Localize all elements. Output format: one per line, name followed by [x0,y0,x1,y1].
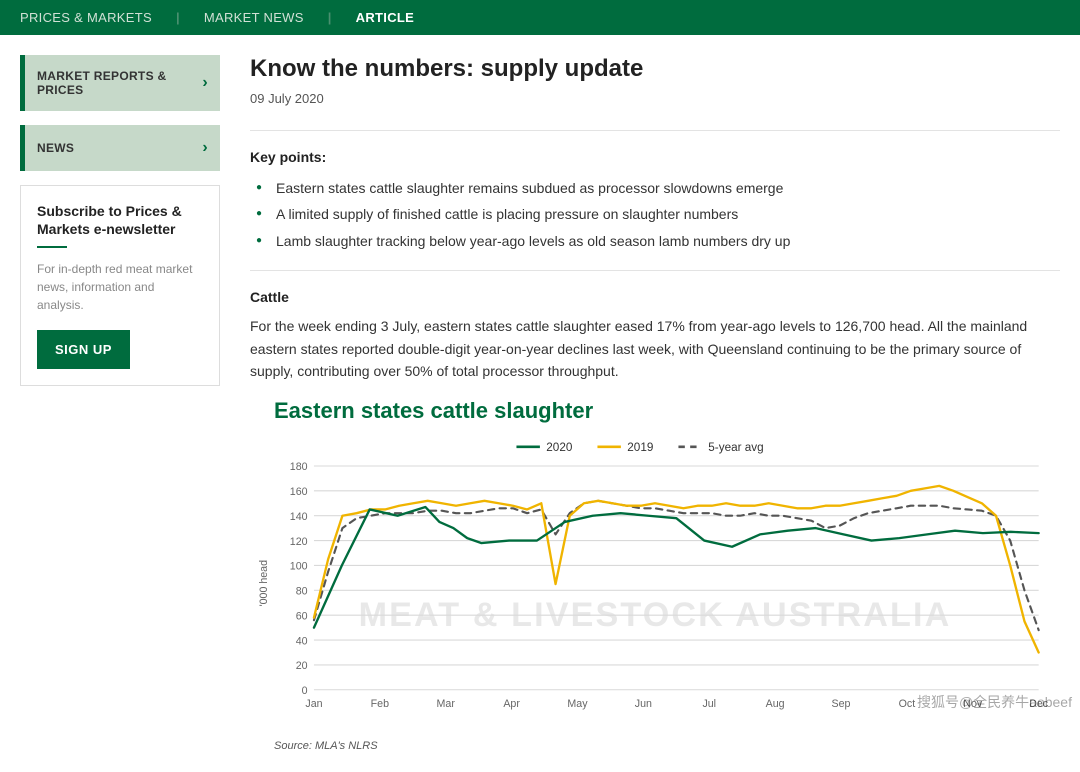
svg-text:60: 60 [296,611,308,623]
svg-text:160: 160 [290,486,308,498]
keypoint-item: A limited supply of finished cattle is p… [256,203,1060,225]
svg-text:Sep: Sep [832,698,851,710]
svg-text:5-year avg: 5-year avg [708,441,763,454]
svg-text:40: 40 [296,636,308,648]
section-heading: Cattle [250,289,1060,305]
subscribe-box: Subscribe to Prices & Markets e-newslett… [20,185,220,386]
sidebar: MARKET REPORTS & PRICES › NEWS › Subscri… [20,55,220,752]
svg-text:120: 120 [290,536,308,548]
svg-text:Nov: Nov [963,698,983,710]
nav-market-news[interactable]: MARKET NEWS [204,10,304,25]
chart-container: Eastern states cattle slaughter MEAT & L… [250,398,1060,751]
svg-text:2020: 2020 [546,441,573,454]
keypoint-item: Lamb slaughter tracking below year-ago l… [256,230,1060,252]
breadcrumb-nav: PRICES & MARKETS | MARKET NEWS | ARTICLE [0,0,1080,35]
divider [250,270,1060,271]
subscribe-body: For in-depth red meat market news, infor… [37,260,203,314]
article-main: Know the numbers: supply update 09 July … [250,55,1060,752]
chart-title: Eastern states cattle slaughter [274,398,1060,424]
accent-underline [37,246,67,248]
sidebar-item-news[interactable]: NEWS › [20,125,220,171]
signup-button[interactable]: SIGN UP [37,330,130,369]
svg-text:140: 140 [290,511,308,523]
svg-text:2019: 2019 [627,441,653,454]
subscribe-title: Subscribe to Prices & Markets e-newslett… [37,202,203,238]
sidebar-item-market-reports[interactable]: MARKET REPORTS & PRICES › [20,55,220,111]
svg-text:'000 head: '000 head [258,560,270,606]
svg-text:100: 100 [290,561,308,573]
svg-text:Feb: Feb [371,698,389,710]
divider [250,130,1060,131]
article-date: 09 July 2020 [250,91,1060,106]
nav-divider: | [328,10,332,25]
nav-divider: | [176,10,180,25]
svg-text:Mar: Mar [437,698,456,710]
svg-text:Dec: Dec [1029,698,1049,710]
svg-text:80: 80 [296,586,308,598]
line-chart: MEAT & LIVESTOCK AUSTRALIA02040608010012… [250,434,1060,732]
svg-text:Jun: Jun [635,698,652,710]
chevron-right-icon: › [202,74,208,92]
svg-text:Oct: Oct [899,698,916,710]
svg-text:Jul: Jul [702,698,716,710]
sidebar-item-label: NEWS [37,141,74,155]
svg-text:Apr: Apr [503,698,520,710]
svg-text:20: 20 [296,661,308,673]
svg-text:0: 0 [302,685,308,697]
nav-prices-markets[interactable]: PRICES & MARKETS [20,10,152,25]
keypoint-item: Eastern states cattle slaughter remains … [256,177,1060,199]
sidebar-item-label: MARKET REPORTS & PRICES [37,69,202,97]
article-title: Know the numbers: supply update [250,55,1060,83]
svg-text:Jan: Jan [305,698,322,710]
svg-text:May: May [567,698,588,710]
chevron-right-icon: › [202,139,208,157]
keypoints-list: Eastern states cattle slaughter remains … [256,177,1060,252]
keypoints-heading: Key points: [250,149,1060,165]
chart-source: Source: MLA's NLRS [274,740,1060,752]
svg-text:180: 180 [290,462,308,474]
article-paragraph: For the week ending 3 July, eastern stat… [250,315,1060,382]
svg-text:Aug: Aug [766,698,785,710]
nav-article: ARTICLE [356,10,414,25]
